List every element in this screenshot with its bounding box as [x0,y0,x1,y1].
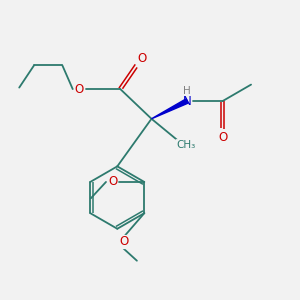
Text: O: O [137,52,146,65]
Text: N: N [183,95,191,108]
Polygon shape [152,99,188,119]
Text: CH₃: CH₃ [176,140,195,150]
Text: O: O [119,236,128,248]
Text: O: O [218,131,227,144]
Text: H: H [183,85,191,96]
Text: O: O [75,82,84,96]
Text: O: O [108,176,117,188]
